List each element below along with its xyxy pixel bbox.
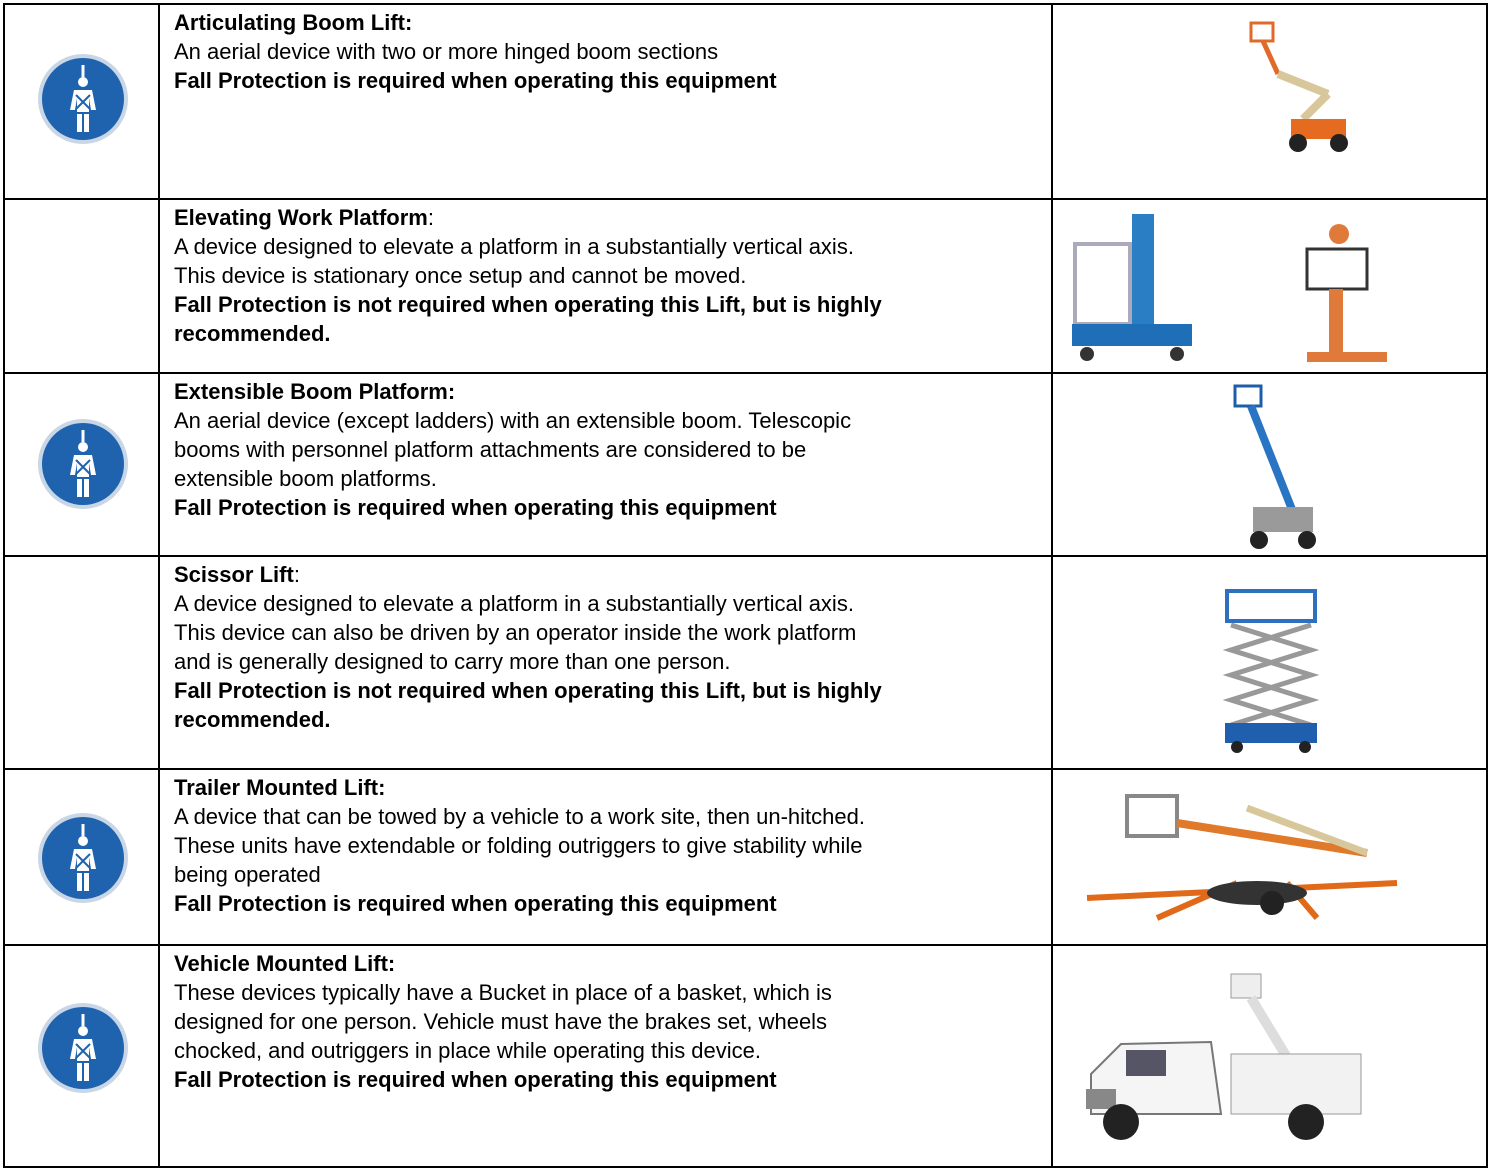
description-line: These devices typically have a Bucket in… [174, 980, 832, 1005]
table-row: Articulating Boom Lift: An aerial device… [3, 3, 1488, 199]
articulating-boom-lift-image [1249, 21, 1348, 152]
icon-cell [3, 374, 158, 556]
text-cell: Articulating Boom Lift: An aerial device… [158, 5, 1051, 199]
table-row: Vehicle Mounted Lift: These devices typi… [3, 944, 1488, 1168]
trailer-mounted-lift-image [1086, 794, 1398, 921]
description-line: A device designed to elevate a platform … [174, 234, 854, 259]
description-line: A device that can be towed by a vehicle … [174, 804, 865, 829]
icon-cell [3, 557, 158, 769]
row-title-line: Scissor Lift: [174, 560, 1051, 589]
image-cell [1051, 200, 1488, 373]
description-line: and is generally designed to carry more … [174, 649, 731, 674]
table-row: Elevating Work Platform: A device design… [3, 198, 1488, 373]
table-row: Trailer Mounted Lift: A device that can … [3, 768, 1488, 945]
note-line: Fall Protection is not required when ope… [174, 292, 882, 317]
image-cell [1051, 770, 1488, 945]
text-cell: Trailer Mounted Lift: A device that can … [158, 770, 1051, 945]
description-line: extensible boom platforms. [174, 466, 437, 491]
row-title: Vehicle Mounted Lift: [174, 951, 396, 976]
table-row: Scissor Lift: A device designed to eleva… [3, 555, 1488, 769]
image-cell [1051, 946, 1488, 1166]
extensible-boom-platform-image [1233, 384, 1316, 549]
table-row: Extensible Boom Platform: An aerial devi… [3, 372, 1488, 556]
text-cell: Elevating Work Platform: A device design… [158, 200, 1051, 373]
row-title-colon: : [427, 205, 434, 230]
fall-protection-icon [37, 53, 129, 145]
icon-cell [3, 946, 158, 1166]
image-cell [1051, 5, 1488, 199]
note-line: Fall Protection is required when operati… [174, 68, 777, 93]
description-line: An aerial device (except ladders) with a… [174, 408, 852, 433]
description-line: This device can also be driven by an ope… [174, 620, 857, 645]
description-line: A device designed to elevate a platform … [174, 591, 854, 616]
fall-protection-icon [37, 418, 129, 510]
fall-protection-icon [37, 812, 129, 904]
image-cell [1051, 374, 1488, 556]
row-title: Trailer Mounted Lift: [174, 775, 386, 800]
text-cell: Vehicle Mounted Lift: These devices typi… [158, 946, 1051, 1166]
description-line: booms with personnel platform attachment… [174, 437, 807, 462]
row-title: Elevating Work Platform [174, 205, 428, 230]
row-title-line: Elevating Work Platform: [174, 203, 1051, 232]
note-line: recommended. [174, 321, 331, 346]
vehicle-mounted-lift-image [1086, 973, 1362, 1140]
row-title: Scissor Lift [174, 562, 294, 587]
row-title-colon: : [293, 562, 300, 587]
description-line: These units have extendable or folding o… [174, 833, 863, 858]
description-line: chocked, and outriggers in place while o… [174, 1038, 762, 1063]
note-line: recommended. [174, 707, 331, 732]
fall-protection-icon [37, 1002, 129, 1094]
image-cell [1051, 557, 1488, 769]
icon-cell [3, 770, 158, 945]
description-line: designed for one person. Vehicle must ha… [174, 1009, 828, 1034]
scissor-lift-image [1222, 589, 1320, 753]
description-line: This device is stationary once setup and… [174, 263, 747, 288]
note-line: Fall Protection is required when operati… [174, 495, 777, 520]
note-line: Fall Protection is required when operati… [174, 1067, 777, 1092]
icon-cell [3, 200, 158, 373]
description-line: An aerial device with two or more hinged… [174, 39, 719, 64]
note-line: Fall Protection is required when operati… [174, 891, 777, 916]
icon-cell [3, 5, 158, 199]
row-title: Extensible Boom Platform: [174, 379, 456, 404]
description-line: being operated [174, 862, 321, 887]
elevating-work-platform-image [1072, 214, 1387, 362]
text-cell: Scissor Lift: A device designed to eleva… [158, 557, 1051, 769]
row-title: Articulating Boom Lift: [174, 10, 413, 35]
text-cell: Extensible Boom Platform: An aerial devi… [158, 374, 1051, 556]
note-line: Fall Protection is not required when ope… [174, 678, 882, 703]
